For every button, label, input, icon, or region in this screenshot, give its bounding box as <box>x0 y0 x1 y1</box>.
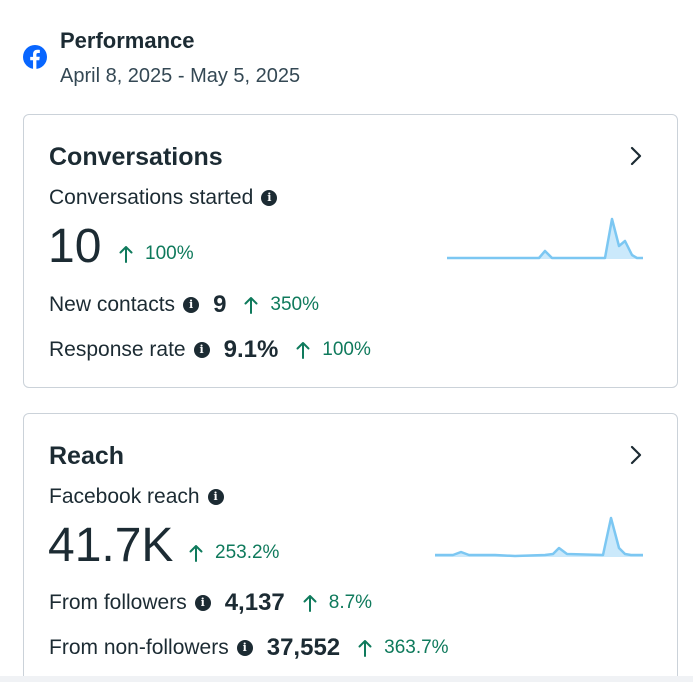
info-icon[interactable]: i <box>194 595 211 611</box>
card-title: Reach <box>49 442 125 470</box>
date-range: April 8, 2025 - May 5, 2025 <box>60 65 301 87</box>
response-rate-label: Response rate <box>49 338 186 361</box>
arrow-up-icon <box>303 595 317 612</box>
facebook-icon <box>23 45 47 69</box>
facebook-reach-label: Facebook reach <box>49 485 200 508</box>
arrow-up-icon <box>244 297 258 314</box>
change-value: 363.7% <box>384 637 449 658</box>
info-icon[interactable]: i <box>193 342 210 358</box>
from-non-followers-label: From non-followers <box>49 636 229 659</box>
change-value: 100% <box>322 339 371 360</box>
conversations-started-label: Conversations started <box>49 186 254 209</box>
arrow-up-icon <box>296 342 310 359</box>
conversations-sparkline <box>447 217 643 260</box>
response-rate-value: 9.1% <box>223 336 279 363</box>
conversations-card[interactable]: Conversations Conversations started i 10… <box>23 114 678 388</box>
info-icon[interactable]: i <box>207 489 224 505</box>
new-contacts-value: 9 <box>213 291 227 318</box>
page-bottom-divider <box>0 676 693 682</box>
new-contacts-row: New contacts i 9 350% <box>49 291 319 319</box>
arrow-up-icon <box>358 640 372 657</box>
performance-header: Performance April 8, 2025 - May 5, 2025 <box>22 26 672 96</box>
new-contacts-change: 350% <box>244 294 319 316</box>
facebook-reach-value: 41.7K <box>48 519 174 572</box>
arrow-up-icon <box>119 246 133 263</box>
metric-label: Conversations started i <box>49 186 278 210</box>
change-value: 253.2% <box>215 542 280 563</box>
chevron-right-icon[interactable] <box>627 145 645 167</box>
response-rate-change: 100% <box>296 339 371 361</box>
from-non-followers-value: 37,552 <box>266 634 341 661</box>
from-non-followers-row: From non-followers i 37,552 363.7% <box>49 634 449 662</box>
info-icon[interactable]: i <box>261 190 278 206</box>
info-icon[interactable]: i <box>183 297 200 313</box>
chevron-right-icon[interactable] <box>627 444 645 466</box>
from-non-followers-change: 363.7% <box>358 637 449 659</box>
metric-change: 253.2% <box>189 542 279 564</box>
from-followers-row: From followers i 4,137 8.7% <box>49 589 372 617</box>
metric-change: 100% <box>119 243 194 265</box>
card-title: Conversations <box>49 143 223 171</box>
from-followers-label: From followers <box>49 591 187 614</box>
response-rate-row: Response rate i 9.1% 100% <box>49 336 371 364</box>
reach-card[interactable]: Reach Facebook reach i 41.7K 253.2% From… <box>23 413 678 682</box>
conversations-started-value: 10 <box>48 220 102 273</box>
change-value: 100% <box>145 243 194 264</box>
arrow-up-icon <box>189 545 203 562</box>
from-followers-value: 4,137 <box>224 589 285 616</box>
change-value: 350% <box>270 294 320 315</box>
info-icon[interactable]: i <box>236 640 253 656</box>
change-value: 8.7% <box>328 592 373 613</box>
reach-sparkline <box>435 516 643 558</box>
page-title: Performance <box>60 28 195 53</box>
metric-label: Facebook reach i <box>49 485 224 509</box>
from-followers-change: 8.7% <box>303 592 372 614</box>
new-contacts-label: New contacts <box>49 293 176 316</box>
